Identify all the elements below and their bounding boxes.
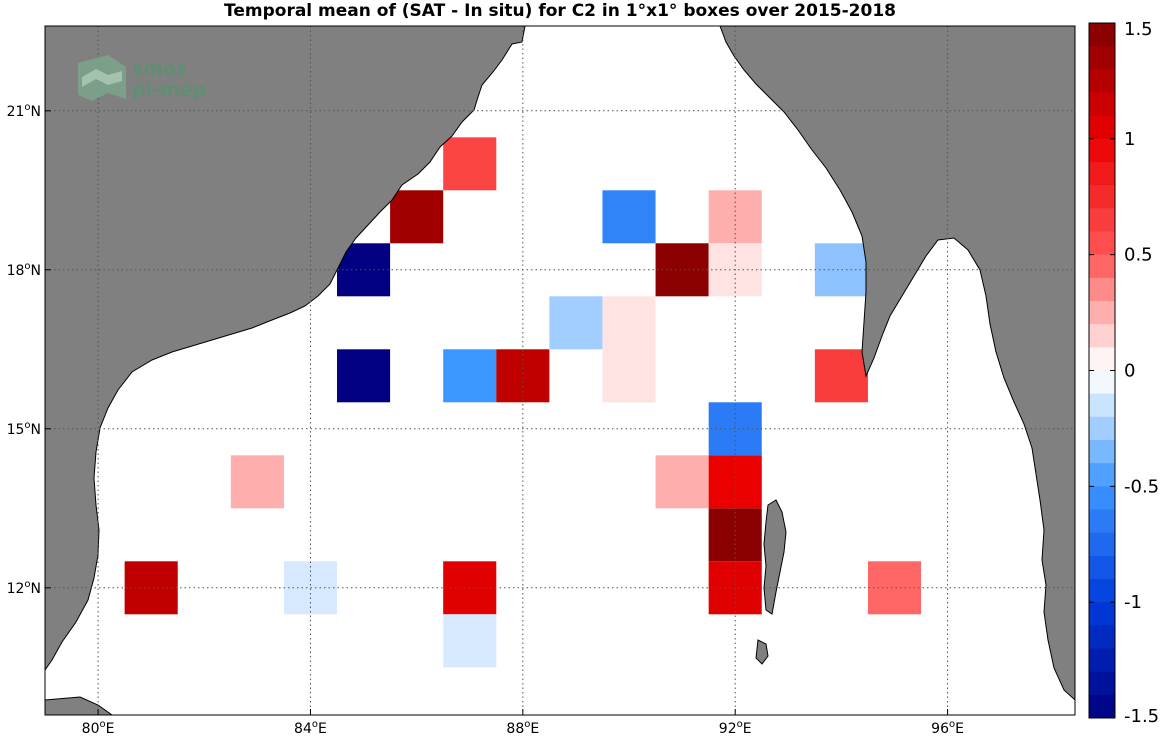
tick-label-lat: 15oN: [7, 420, 41, 438]
tick-label-lat: 21oN: [7, 102, 41, 120]
grid-cell: [602, 349, 656, 403]
colorbar-segment: [1089, 46, 1115, 70]
grid-cell: [602, 190, 656, 244]
grid-cell: [549, 296, 603, 350]
grid-cell: [496, 349, 550, 403]
colorbar-segment: [1089, 463, 1115, 487]
tick-label-lon: 88oE: [506, 719, 539, 737]
logo-line1: smos: [132, 58, 187, 80]
colorbar-segment: [1089, 370, 1115, 395]
grid-cell: [867, 561, 922, 615]
colorbar-segment: [1089, 440, 1115, 464]
colorbar-segment: [1089, 694, 1115, 719]
colorbar-segment: [1089, 671, 1115, 696]
colorbar-label: 0: [1124, 361, 1135, 382]
colorbar-segment: [1089, 185, 1115, 209]
plot-frame: [44, 25, 1076, 716]
colorbar-label: 1: [1124, 129, 1135, 150]
colorbar-segment: [1089, 301, 1115, 325]
land-andaman-south: [755, 639, 769, 665]
logo-line2: pi-mep: [132, 79, 206, 101]
tick-label-lon: 84oE: [294, 719, 327, 737]
grid-cell: [124, 561, 178, 615]
land-layer: [45, 26, 1075, 715]
colorbar-segment: [1089, 162, 1115, 186]
ticks-layer: 80oE 84oE 88oE 92oE 96oE 12oN 15oN 18oN 21oN: [7, 102, 964, 737]
grid-layer: [45, 26, 1075, 715]
grid-cell: [337, 349, 391, 403]
colorbar-segment: [1089, 277, 1115, 302]
tick-label-lat: 12oN: [7, 579, 41, 597]
grid-cell: [230, 455, 284, 509]
colorbar-segment: [1089, 509, 1115, 534]
colorbar-segment: [1089, 138, 1115, 163]
grid-cell: [390, 190, 444, 244]
colorbar-segment: [1089, 231, 1115, 256]
chart-title: Temporal mean of (SAT - In situ) for C2 …: [224, 1, 896, 21]
tick-label-lon: 92oE: [719, 719, 752, 737]
colorbar-segment: [1089, 486, 1115, 510]
grid-cell: [655, 455, 709, 509]
colorbar-label: 1.5: [1124, 19, 1153, 40]
colorbar-segment: [1089, 602, 1115, 626]
colorbar-segment: [1089, 254, 1115, 279]
grid-cell: [602, 296, 656, 350]
colorbar-segment: [1089, 532, 1115, 557]
colorbar-segment: [1089, 23, 1115, 47]
colorbar-segment: [1089, 393, 1115, 418]
colorbar-segment: [1089, 69, 1115, 93]
grid-cell: [443, 349, 497, 403]
land-myanmar: [719, 26, 1075, 701]
colorbar-label: -1.5: [1124, 706, 1159, 727]
colorbar-label: -1: [1124, 592, 1142, 613]
land-india: [45, 26, 526, 671]
grid-cell: [655, 243, 709, 297]
colorbar: 1.5 1 0.5 0 -0.5 -1 -1.5: [1088, 19, 1159, 727]
smos-pimep-logo: smos pi-mep: [78, 55, 206, 101]
tick-label-lon: 80oE: [82, 719, 115, 737]
colorbar-label: 0.5: [1124, 245, 1153, 266]
colorbar-segment: [1089, 208, 1115, 232]
tick-label-lon: 96oE: [931, 719, 964, 737]
colorbar-label: -0.5: [1124, 476, 1159, 497]
colorbar-segment: [1089, 347, 1115, 371]
colorbar-segment: [1089, 555, 1115, 580]
colorbar-segment: [1089, 115, 1115, 140]
tick-label-lat: 18oN: [7, 261, 41, 279]
colorbar-segment: [1089, 625, 1115, 649]
colorbar-segment: [1089, 324, 1115, 348]
grid-cell: [814, 349, 868, 403]
colorbar-segment: [1089, 416, 1115, 441]
grid-cell: [443, 137, 497, 191]
land-sri-lanka: [45, 696, 113, 715]
land-andaman-north: [763, 499, 787, 615]
colorbar-segment: [1089, 579, 1115, 603]
colorbar-segment: [1089, 92, 1115, 117]
grid-cell: [443, 614, 497, 668]
colorbar-segment: [1089, 648, 1115, 673]
